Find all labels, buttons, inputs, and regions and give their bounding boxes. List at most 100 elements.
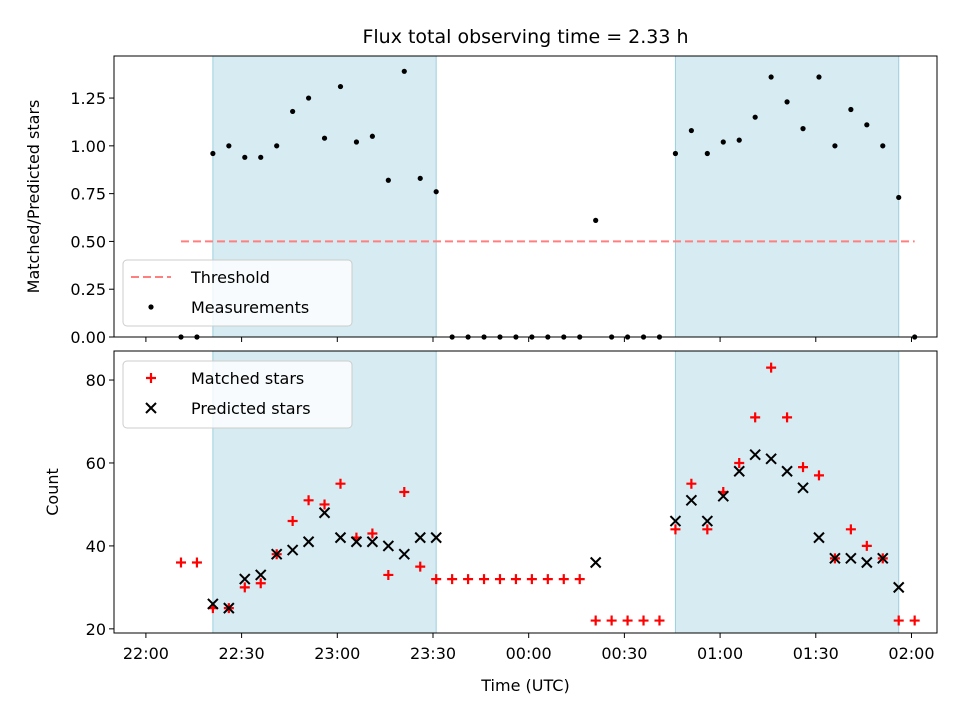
matched-star-point <box>798 462 809 473</box>
axes-frame <box>113 350 938 634</box>
predicted-star-point <box>286 544 299 556</box>
measurement-point <box>210 150 216 157</box>
legend-box <box>122 360 353 429</box>
matched-star-point <box>766 362 777 373</box>
y-tick-label: 40 <box>86 537 106 556</box>
y-tick-label: 80 <box>86 371 106 390</box>
axes-frame <box>113 55 938 338</box>
measurement-point <box>433 189 439 195</box>
predicted-star-point <box>239 573 251 585</box>
measurement-point <box>864 122 870 128</box>
legend-measurement-swatch <box>148 304 154 310</box>
measurement-point <box>353 139 360 145</box>
y-tick-label: 0.00 <box>70 328 106 347</box>
predicted-star-point <box>302 536 315 548</box>
y-tick-label: 1.00 <box>70 137 106 156</box>
matched-star-point <box>622 615 633 626</box>
measurement-point <box>768 74 774 80</box>
predicted-star-point <box>685 494 698 507</box>
predicted-star-point <box>255 569 267 581</box>
legend-label: Matched stars <box>191 369 304 388</box>
predicted-star-point <box>318 507 331 519</box>
matched-star-point <box>367 528 378 539</box>
measurement-point <box>226 143 232 149</box>
predicted-star-point <box>829 552 841 565</box>
measurement-point <box>321 135 328 141</box>
predicted-star-point <box>797 482 809 494</box>
matched-star-point <box>574 574 585 585</box>
x-tick-label: 23:00 <box>314 644 360 663</box>
y-tick-label: 1.25 <box>70 89 106 108</box>
matched-star-point <box>734 457 745 468</box>
predicted-star-point <box>717 490 729 502</box>
top-panel: 0.00 0.25 0.50 0.75 1.00 1.25 Matched/Predicte… <box>24 26 938 347</box>
measurement-point <box>672 150 679 157</box>
measurement-point <box>800 126 806 132</box>
measurement-point <box>752 114 758 120</box>
predicted-star-point <box>270 548 283 560</box>
matched-star-point <box>813 470 824 481</box>
matched-star-point <box>606 615 617 626</box>
matched-star-point <box>191 557 202 568</box>
matched-star-point <box>526 574 537 585</box>
predicted-star-point <box>398 548 410 560</box>
predicted-star-point <box>589 556 602 569</box>
matched-star-point <box>399 487 410 497</box>
matched-star-point <box>909 615 920 626</box>
measurement-point <box>369 133 375 139</box>
matched-star-point <box>670 524 681 535</box>
measurement-point <box>848 106 854 113</box>
x-tick-label: 01:30 <box>793 644 839 663</box>
measurement-point <box>704 150 710 157</box>
matched-star-point <box>463 574 474 585</box>
matched-star-point <box>239 582 250 593</box>
predicted-star-point <box>733 465 745 477</box>
x-axis-label: Time (UTC) <box>480 676 569 695</box>
predicted-star-point <box>430 531 442 544</box>
y-tick-label: 20 <box>86 620 106 639</box>
legend-matched-swatch <box>146 373 156 383</box>
matched-star-point <box>335 478 346 489</box>
matched-star-point <box>303 495 314 506</box>
predicted-star-point <box>382 540 395 552</box>
matched-star-point <box>175 557 186 568</box>
matched-star-point <box>287 516 298 527</box>
legend-label: Measurements <box>191 298 309 317</box>
y-axis-label: Count <box>43 468 62 516</box>
predicted-star-point <box>877 552 889 565</box>
y-tick-label: 60 <box>86 454 106 473</box>
matched-star-point <box>383 569 394 580</box>
legend-predicted-swatch <box>145 402 157 414</box>
x-tick-label: 00:00 <box>506 644 552 663</box>
matched-star-point <box>415 561 426 572</box>
measurement-point <box>417 175 423 181</box>
predicted-star-point <box>414 531 426 544</box>
measurement-point <box>688 127 694 134</box>
measurement-point <box>784 99 790 105</box>
matched-star-point <box>431 574 442 585</box>
y-tick-label: 0.75 <box>70 185 106 204</box>
legend: Matched stars Predicted stars <box>122 360 353 429</box>
matched-star-point <box>782 412 793 423</box>
measurement-point <box>720 139 726 145</box>
matched-star-point <box>255 578 266 589</box>
matched-star-point <box>845 524 856 535</box>
series-group <box>175 362 920 626</box>
y-tick-label: 0.50 <box>70 232 106 251</box>
matched-star-point <box>702 524 713 535</box>
predicted-star-point <box>893 581 905 594</box>
x-tick-label: 23:30 <box>410 644 456 663</box>
matched-star-point <box>542 574 553 585</box>
predicted-star-point <box>334 531 347 544</box>
measurement-point <box>290 108 296 115</box>
matched-star-point <box>494 574 505 585</box>
measurement-point <box>816 74 822 80</box>
measurement-point <box>274 143 280 149</box>
measurement-point <box>258 154 264 160</box>
bottom-panel: 20 40 60 80 22:00 22:30 23:00 23:30 00:00 00:30 01… <box>43 350 938 695</box>
legend-label: Threshold <box>190 268 270 287</box>
x-tick-label: 22:00 <box>123 644 169 663</box>
matched-star-point <box>638 615 649 626</box>
matched-star-point <box>590 615 601 626</box>
